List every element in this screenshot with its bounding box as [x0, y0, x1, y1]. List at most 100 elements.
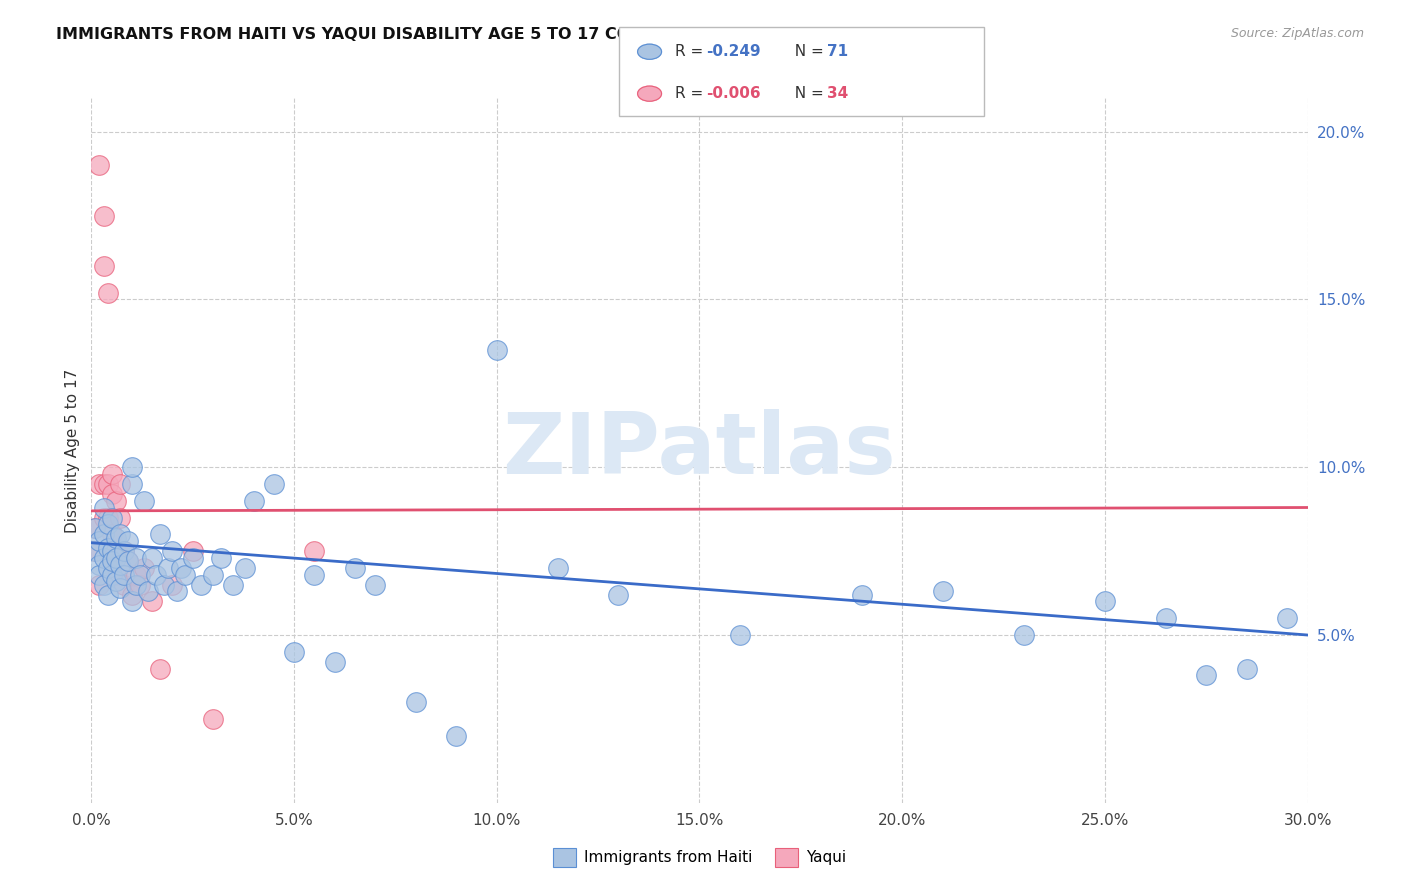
- Point: [97, 517, 120, 532]
- Point: [100, 487, 122, 501]
- Point: [190, 577, 212, 591]
- Point: [181, 544, 204, 558]
- Point: [104, 574, 127, 589]
- Text: R =: R =: [675, 45, 709, 59]
- Point: [93, 500, 115, 515]
- Point: [222, 577, 245, 591]
- Point: [145, 567, 167, 582]
- Point: [100, 567, 122, 582]
- Point: [1094, 594, 1116, 608]
- Point: [121, 594, 143, 608]
- Point: [304, 544, 326, 558]
- Point: [97, 510, 120, 524]
- Point: [1154, 611, 1177, 625]
- Point: [100, 544, 122, 558]
- Point: [728, 628, 751, 642]
- Point: [100, 467, 122, 481]
- Point: [242, 493, 264, 508]
- Point: [129, 567, 152, 582]
- Point: [108, 581, 131, 595]
- Text: N =: N =: [785, 45, 828, 59]
- Point: [125, 567, 148, 582]
- Point: [153, 577, 176, 591]
- Point: [1277, 611, 1299, 625]
- Point: [485, 343, 508, 357]
- Text: Source: ZipAtlas.com: Source: ZipAtlas.com: [1230, 27, 1364, 40]
- Point: [108, 510, 131, 524]
- Y-axis label: Disability Age 5 to 17: Disability Age 5 to 17: [65, 368, 80, 533]
- Text: IMMIGRANTS FROM HAITI VS YAQUI DISABILITY AGE 5 TO 17 CORRELATION CHART: IMMIGRANTS FROM HAITI VS YAQUI DISABILIT…: [56, 27, 797, 42]
- Point: [108, 527, 131, 541]
- Point: [136, 584, 159, 599]
- Point: [100, 554, 122, 568]
- Point: [149, 662, 172, 676]
- Point: [100, 527, 122, 541]
- Point: [132, 493, 155, 508]
- Point: [104, 493, 127, 508]
- Point: [125, 550, 148, 565]
- Point: [132, 561, 155, 575]
- Point: [100, 554, 122, 568]
- Point: [89, 477, 111, 491]
- Point: [169, 561, 191, 575]
- Point: [93, 510, 115, 524]
- Text: 34: 34: [827, 87, 848, 101]
- Point: [444, 729, 467, 743]
- Point: [323, 655, 346, 669]
- Point: [89, 158, 111, 172]
- Point: [121, 588, 143, 602]
- Point: [112, 577, 135, 591]
- Point: [851, 588, 873, 602]
- Point: [84, 544, 107, 558]
- Text: N =: N =: [785, 87, 828, 101]
- Point: [89, 558, 111, 572]
- Point: [84, 521, 107, 535]
- Point: [181, 550, 204, 565]
- Point: [173, 567, 195, 582]
- Point: [121, 460, 143, 475]
- Point: [1236, 662, 1258, 676]
- Point: [283, 645, 305, 659]
- Point: [166, 584, 188, 599]
- Point: [343, 561, 366, 575]
- Point: [84, 521, 107, 535]
- Point: [129, 577, 152, 591]
- Point: [547, 561, 569, 575]
- Text: -0.249: -0.249: [706, 45, 761, 59]
- Point: [108, 558, 131, 572]
- Point: [93, 577, 115, 591]
- Point: [209, 550, 232, 565]
- Point: [162, 544, 184, 558]
- Point: [235, 561, 257, 575]
- Point: [931, 584, 953, 599]
- Point: [364, 577, 387, 591]
- Point: [117, 534, 139, 549]
- Point: [93, 259, 115, 273]
- Point: [141, 550, 163, 565]
- Text: R =: R =: [675, 87, 709, 101]
- Point: [89, 534, 111, 549]
- Point: [607, 588, 630, 602]
- Point: [100, 510, 122, 524]
- Point: [1012, 628, 1035, 642]
- Point: [97, 541, 120, 555]
- Point: [202, 567, 225, 582]
- Text: ZIPatlas: ZIPatlas: [502, 409, 897, 492]
- Point: [405, 695, 427, 709]
- Point: [89, 577, 111, 591]
- Point: [97, 285, 120, 300]
- Point: [93, 550, 115, 565]
- Point: [162, 577, 184, 591]
- Point: [141, 594, 163, 608]
- Point: [117, 554, 139, 568]
- Text: 71: 71: [827, 45, 848, 59]
- Text: -0.006: -0.006: [706, 87, 761, 101]
- Point: [108, 477, 131, 491]
- Point: [104, 531, 127, 545]
- Point: [117, 554, 139, 568]
- Point: [89, 567, 111, 582]
- Point: [304, 567, 326, 582]
- Point: [121, 477, 143, 491]
- Point: [149, 527, 172, 541]
- Point: [84, 544, 107, 558]
